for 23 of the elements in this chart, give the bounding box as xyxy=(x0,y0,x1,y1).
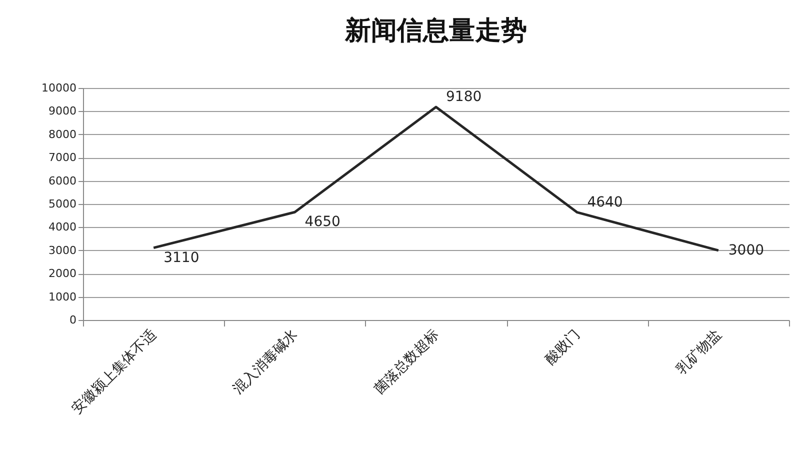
data-label: 4640 xyxy=(587,194,623,210)
y-tick-label: 8000 xyxy=(48,128,76,141)
data-label: 4650 xyxy=(304,214,340,230)
y-tick-label: 0 xyxy=(70,314,76,326)
chart-title: 新闻信息量走势 xyxy=(344,16,527,46)
x-tick-label: 乳矿物盐 xyxy=(674,326,725,378)
x-tick-label: 菌落总数超标 xyxy=(371,326,442,398)
y-tick-label: 5000 xyxy=(48,198,76,210)
x-tick-label: 安徽颍上集体不适 xyxy=(69,326,160,418)
y-tick-label: 2000 xyxy=(48,267,76,280)
y-tick-label: 10000 xyxy=(42,82,76,94)
data-label: 9180 xyxy=(446,89,482,106)
y-tick-label: 3000 xyxy=(48,244,76,257)
x-tick-label: 酸败门 xyxy=(542,326,584,368)
x-tick-label: 混入消毒碱水 xyxy=(230,326,301,398)
y-tick-label: 6000 xyxy=(48,174,76,188)
data-label: 3000 xyxy=(728,242,764,258)
data-label: 3110 xyxy=(164,250,200,266)
y-tick-label: 7000 xyxy=(48,151,76,164)
y-tick-label: 1000 xyxy=(48,290,76,304)
y-tick-label: 4000 xyxy=(48,220,76,234)
y-tick-label: 9000 xyxy=(48,104,76,118)
line-series xyxy=(152,106,720,252)
